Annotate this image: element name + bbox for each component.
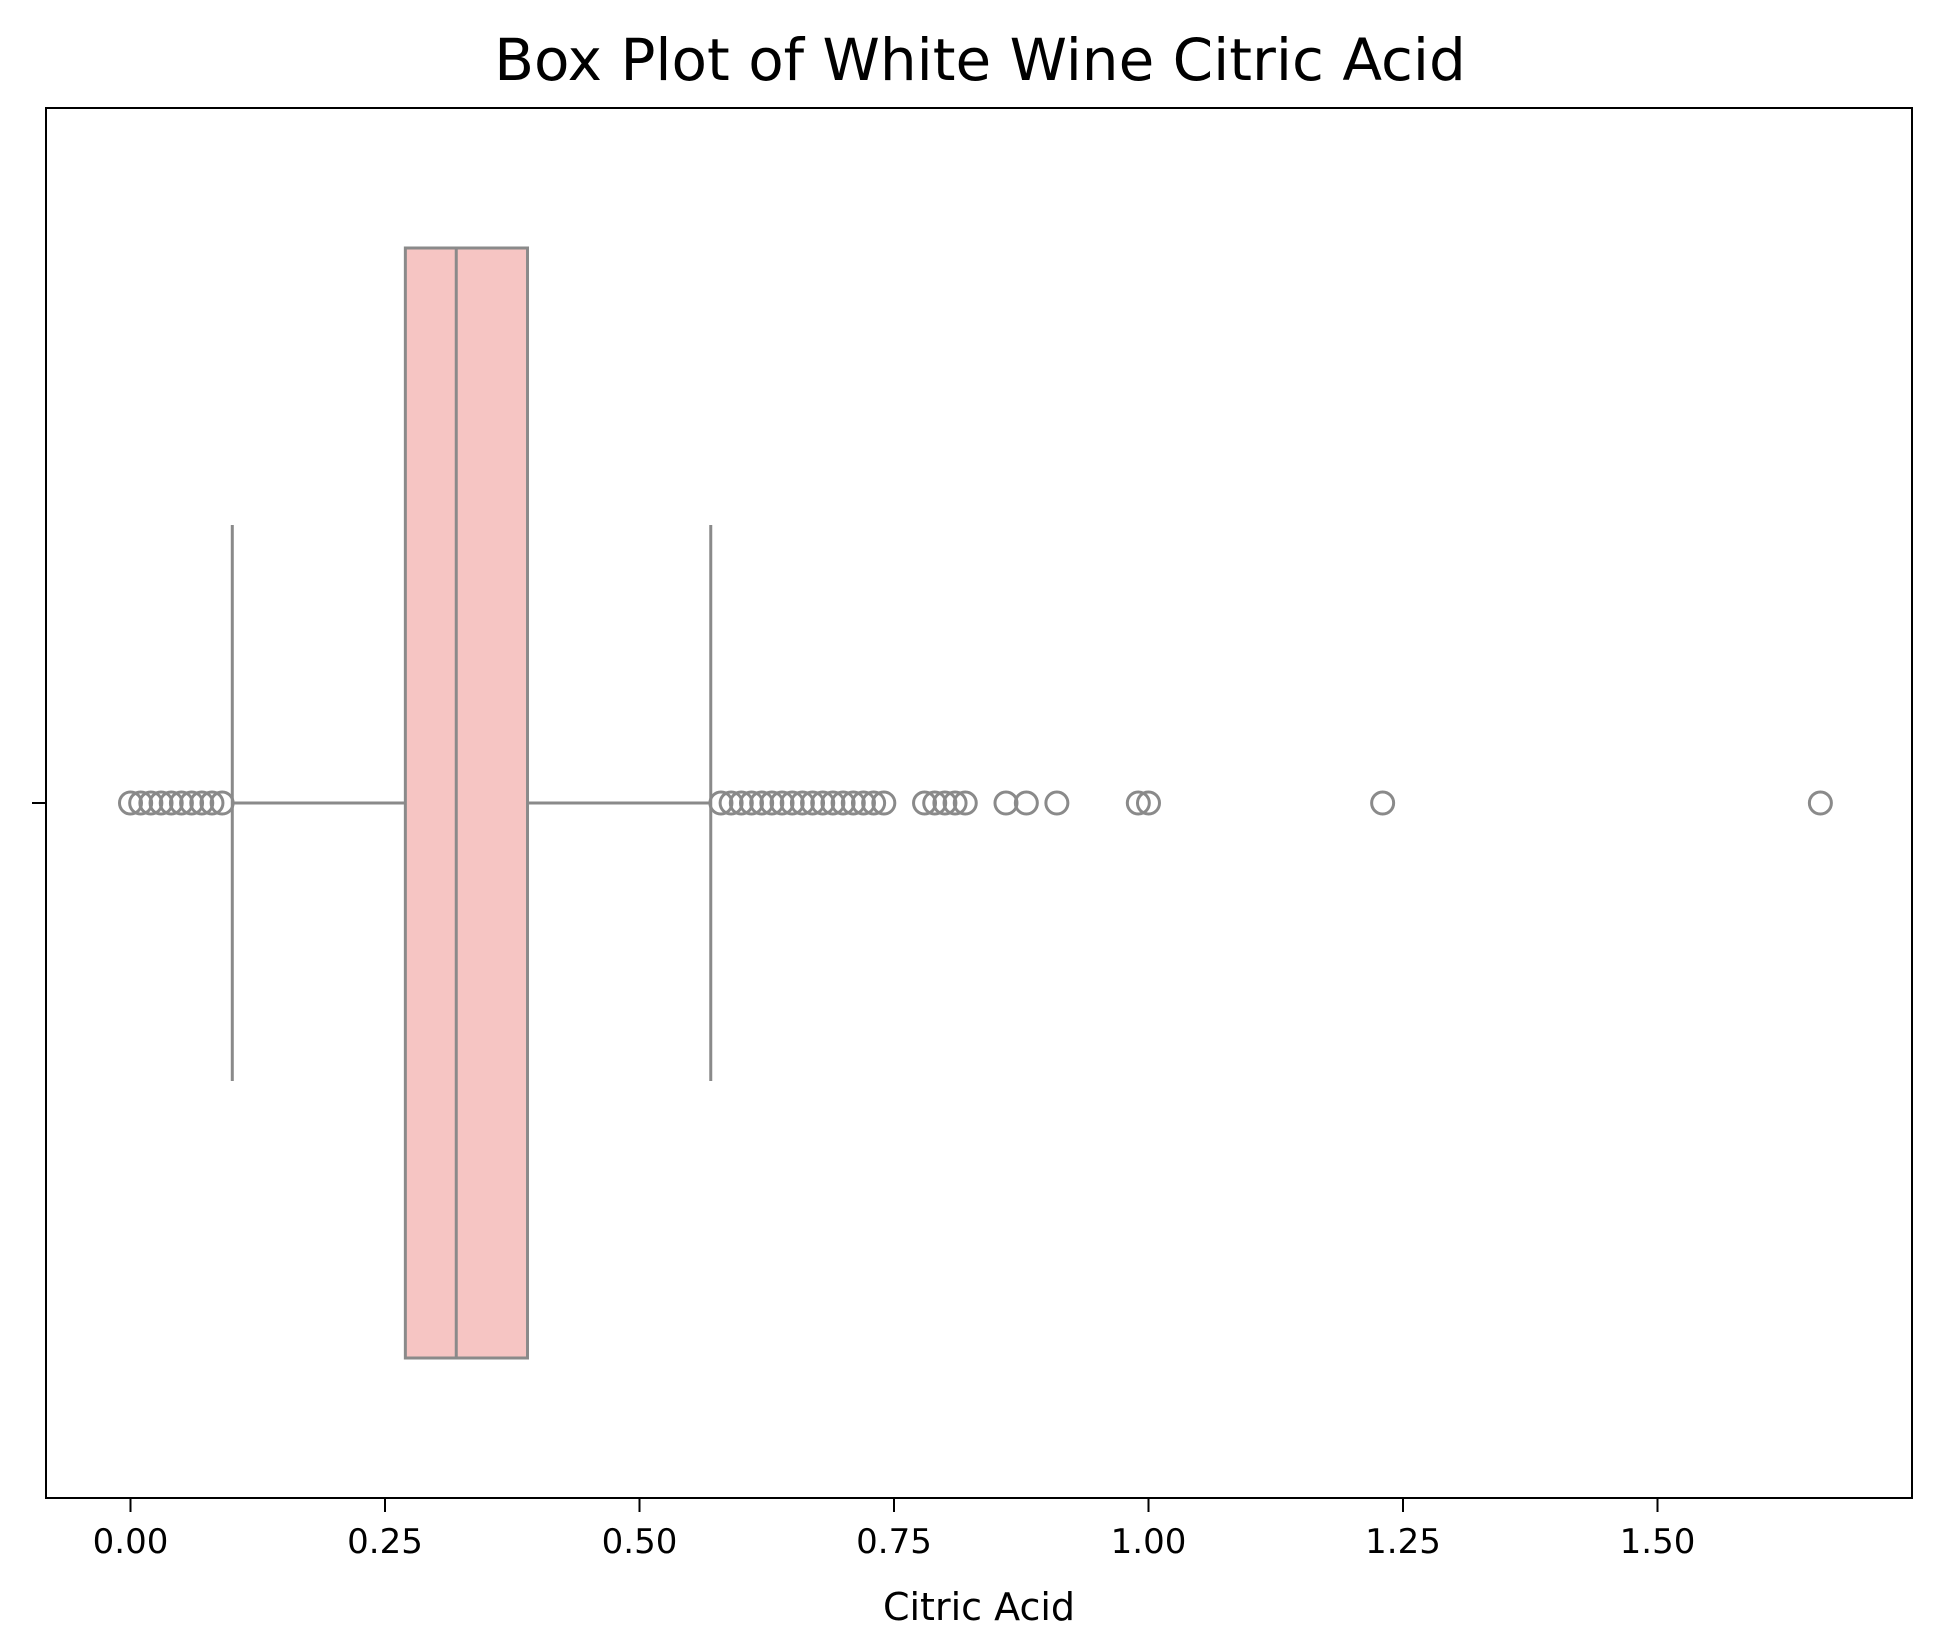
outlier-point bbox=[871, 790, 897, 816]
outlier-point bbox=[708, 790, 734, 816]
outlier-point bbox=[759, 790, 785, 816]
outlier-point bbox=[861, 790, 887, 816]
outlier-point bbox=[189, 790, 215, 816]
outlier-point bbox=[749, 790, 775, 816]
outlier-point bbox=[789, 790, 815, 816]
outlier-point bbox=[769, 790, 795, 816]
outlier-point bbox=[830, 790, 856, 816]
x-tick-label: 1.50 bbox=[1620, 1522, 1696, 1562]
x-tick-label: 0.00 bbox=[93, 1522, 169, 1562]
outlier-point bbox=[912, 790, 938, 816]
outlier-point bbox=[179, 790, 205, 816]
x-axis-label: Citric Acid bbox=[883, 1585, 1075, 1629]
outlier-point bbox=[942, 790, 968, 816]
x-tick-label: 1.25 bbox=[1365, 1522, 1441, 1562]
outlier-point bbox=[810, 790, 836, 816]
x-tick-label: 0.50 bbox=[602, 1522, 678, 1562]
outlier-point bbox=[779, 790, 805, 816]
outlier-point bbox=[1370, 790, 1396, 816]
outlier-point bbox=[168, 790, 194, 816]
outlier-point bbox=[922, 790, 948, 816]
outlier-point bbox=[1044, 790, 1070, 816]
x-tick-label: 0.25 bbox=[347, 1522, 423, 1562]
outlier-point bbox=[952, 790, 978, 816]
outlier-point bbox=[840, 790, 866, 816]
chart-title: Box Plot of White Wine Citric Acid bbox=[494, 26, 1466, 94]
outlier-point bbox=[117, 790, 143, 816]
outlier-point bbox=[932, 790, 958, 816]
outlier-point bbox=[993, 790, 1019, 816]
outlier-point bbox=[1125, 790, 1151, 816]
outlier-point bbox=[718, 790, 744, 816]
x-tick-label: 0.75 bbox=[856, 1522, 932, 1562]
outlier-point bbox=[850, 790, 876, 816]
outlier-point bbox=[199, 790, 225, 816]
outlier-point bbox=[1807, 790, 1833, 816]
outlier-point bbox=[1135, 790, 1161, 816]
outlier-point bbox=[138, 790, 164, 816]
outlier-point bbox=[738, 790, 764, 816]
outlier-point bbox=[128, 790, 154, 816]
iqr-box bbox=[403, 246, 530, 1360]
x-axis: 0.00 0.25 0.50 0.75 1.00 1.25 1.50 bbox=[93, 1498, 1696, 1562]
plot-marks bbox=[117, 246, 1833, 1360]
outlier-point bbox=[158, 790, 184, 816]
outlier-point bbox=[820, 790, 846, 816]
outlier-point bbox=[209, 790, 235, 816]
outlier-point bbox=[728, 790, 754, 816]
outlier-point bbox=[148, 790, 174, 816]
outlier-point bbox=[1013, 790, 1039, 816]
x-tick-label: 1.00 bbox=[1111, 1522, 1187, 1562]
outlier-point bbox=[800, 790, 826, 816]
